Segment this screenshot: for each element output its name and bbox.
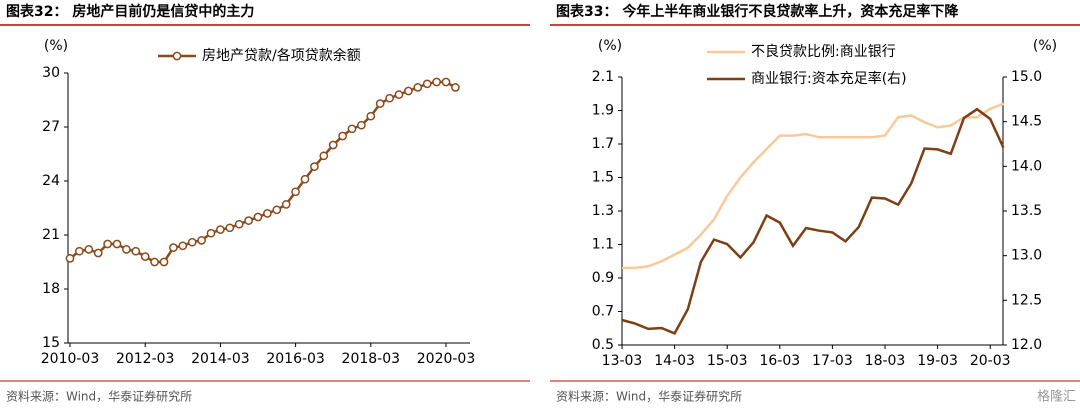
legend-marker	[172, 51, 182, 61]
point-marker	[347, 124, 357, 134]
y-tick-label: 0.7	[592, 304, 614, 320]
x-tick-label: 2018-03	[342, 351, 401, 367]
series-line	[622, 102, 1004, 270]
source-note: 资料来源：Wind，华泰证券研究所	[6, 389, 192, 404]
y-axis-label: (%)	[598, 38, 622, 54]
point-marker	[432, 77, 441, 87]
x-tick-label: 17-03	[812, 353, 853, 369]
point-marker	[291, 187, 300, 197]
watermark: 格隆汇	[1037, 389, 1076, 405]
series-line	[621, 107, 1005, 335]
point-marker	[112, 239, 122, 249]
x-tick-label: 2014-03	[191, 351, 250, 367]
point-marker	[216, 225, 225, 234]
x-tick-label: 20-03	[970, 353, 1011, 369]
x-tick-label: 2012-03	[116, 351, 175, 367]
y-tick-label: 18	[42, 281, 60, 297]
point-marker	[375, 99, 385, 108]
point-marker	[328, 140, 338, 150]
y2-tick-label: 13.5	[1011, 203, 1042, 219]
point-marker	[187, 237, 197, 247]
x-tick-label: 18-03	[865, 353, 906, 369]
x-tick-label: 13-03	[602, 353, 643, 369]
point-marker	[272, 205, 282, 215]
point-marker	[441, 77, 451, 87]
point-marker	[206, 228, 216, 238]
point-marker	[404, 86, 413, 96]
y-tick-label: 0.9	[592, 270, 614, 286]
legend-label: 房地产贷款/各项贷款余额	[202, 47, 361, 64]
point-marker	[234, 219, 244, 229]
y-tick-label: 1.1	[592, 237, 614, 253]
point-marker	[140, 252, 150, 261]
point-marker	[394, 90, 404, 99]
point-marker	[319, 151, 329, 161]
point-marker	[413, 83, 423, 92]
point-marker	[93, 248, 103, 258]
point-marker	[150, 257, 159, 267]
legend-label: 不良贷款比例:商业银行	[751, 44, 896, 60]
point-marker	[197, 236, 206, 245]
y-tick-label: 30	[42, 65, 60, 81]
legend-label: 商业银行:资本充足率(右)	[751, 70, 907, 87]
x-tick-label: 15-03	[707, 353, 748, 369]
y2-tick-label: 12.0	[1011, 337, 1042, 353]
point-marker	[244, 216, 253, 225]
y-tick-label: 0.5	[592, 337, 614, 353]
point-marker	[310, 162, 319, 171]
x-tick-label: 2020-03	[417, 351, 476, 367]
point-marker	[385, 93, 394, 103]
point-marker	[75, 246, 84, 256]
point-marker	[169, 243, 178, 252]
x-tick-label: 16-03	[759, 353, 800, 369]
point-marker	[422, 79, 432, 89]
point-marker	[84, 245, 94, 254]
y-tick-label: 15	[42, 335, 60, 351]
y-tick-label: 24	[42, 173, 60, 189]
y-tick-label: 1.9	[592, 103, 614, 119]
y2-tick-label: 14.0	[1011, 158, 1042, 174]
point-marker	[225, 223, 235, 233]
y-axis-label: (%)	[44, 38, 68, 54]
y2-tick-label: 12.5	[1011, 292, 1042, 308]
source-note: 资料来源：Wind，华泰证券研究所	[556, 389, 742, 404]
y2-tick-label: 13.0	[1011, 248, 1042, 264]
y-tick-label: 1.7	[592, 136, 614, 152]
y-tick-label: 21	[42, 227, 60, 243]
point-marker	[338, 131, 347, 141]
point-marker	[263, 209, 272, 218]
point-marker	[103, 239, 112, 249]
y2-tick-label: 14.5	[1011, 114, 1042, 130]
point-marker	[65, 254, 75, 263]
point-marker	[253, 212, 263, 222]
x-tick-label: 2010-03	[41, 351, 100, 367]
point-marker	[159, 257, 169, 267]
y2-axis-label: (%)	[1033, 38, 1057, 54]
point-marker	[178, 241, 188, 251]
point-marker	[366, 111, 376, 121]
x-tick-label: 19-03	[917, 353, 958, 369]
point-marker	[131, 246, 141, 256]
y-tick-label: 27	[42, 119, 60, 135]
x-tick-label: 2016-03	[266, 351, 325, 367]
x-tick-label: 14-03	[654, 353, 695, 369]
chart-title: 图表32： 房地产目前仍是信贷中的主力	[6, 3, 254, 20]
y2-tick-label: 15.0	[1011, 69, 1042, 85]
chart-title: 图表33： 今年上半年商业银行不良贷款率上升，资本充足率下降	[556, 3, 959, 20]
point-marker	[451, 83, 460, 92]
point-marker	[281, 200, 291, 209]
point-marker	[300, 174, 310, 184]
series-line	[69, 80, 457, 264]
point-marker	[122, 245, 131, 254]
point-marker	[357, 120, 366, 130]
y-tick-label: 1.3	[592, 203, 614, 219]
y-tick-label: 2.1	[592, 69, 614, 85]
y-tick-label: 1.5	[592, 170, 614, 186]
